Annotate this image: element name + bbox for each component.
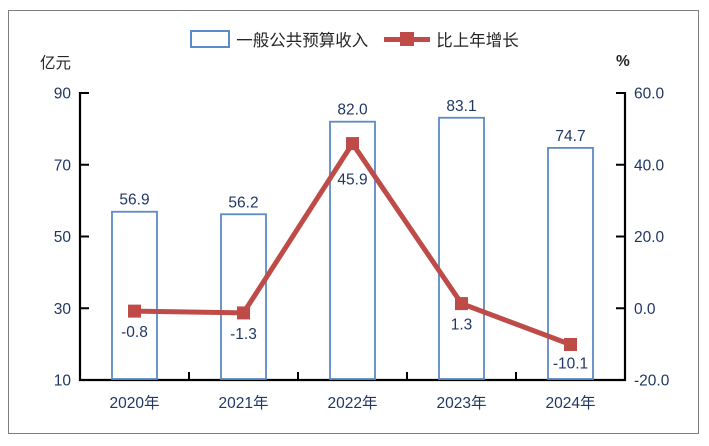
legend-bar-swatch	[190, 30, 231, 48]
line-value-label: -1.3	[230, 326, 257, 343]
left-axis-tick-label: 50	[54, 229, 72, 246]
legend-line-swatch	[384, 32, 431, 46]
legend-line-marker	[400, 32, 415, 46]
right-axis-tick-label: 20.0	[634, 229, 665, 246]
left-axis-tick-label: 90	[54, 86, 72, 103]
right-axis-tick-label: 60.0	[634, 86, 665, 103]
line-marker-2022年	[346, 137, 359, 151]
right-axis-tick-label: 0.0	[634, 301, 656, 318]
line-value-label: 45.9	[337, 172, 367, 189]
right-axis-tick-label: -20.0	[634, 373, 670, 390]
left-axis-unit: 亿元	[40, 55, 72, 72]
legend: 一般公共预算收入 比上年增长	[0, 27, 709, 51]
left-axis-tick-label: 10	[54, 373, 72, 390]
line-value-label: -0.8	[121, 324, 148, 341]
right-axis-tick-label: 40.0	[634, 157, 665, 174]
bar-value-label: 56.2	[228, 194, 258, 211]
bar-value-label: 82.0	[337, 102, 368, 119]
line-marker-2021年	[237, 306, 250, 320]
bar-value-label: 83.1	[446, 98, 476, 115]
axes-group: 10 30 50 70 90 -20.0 0.0 20.0 40.0 60.0 2020年 2021年…	[54, 86, 670, 413]
bar-2021年	[220, 213, 267, 380]
x-axis-category-label: 2021年	[219, 394, 269, 412]
x-axis-category-label: 2020年	[110, 394, 160, 412]
legend-bar-label: 一般公共预算收入	[236, 32, 369, 50]
legend-line-label: 比上年增长	[436, 32, 519, 50]
right-axis-unit: %	[616, 53, 630, 70]
x-axis-category-label: 2023年	[437, 394, 487, 412]
legend-item-bar: 一般公共预算收入	[236, 27, 368, 51]
line-marker-2020年	[128, 304, 141, 318]
x-axis-category-label: 2022年	[328, 394, 378, 412]
line-value-label: -10.1	[553, 355, 588, 372]
line-marker-2024年	[564, 337, 577, 351]
bar-value-label: 56.9	[119, 192, 149, 209]
left-axis-tick-label: 70	[54, 157, 72, 174]
line-group: -0.8 -1.3 45.9 1.3 -10.1	[121, 137, 588, 372]
bar-value-label: 74.7	[555, 128, 585, 145]
line-marker-2023年	[455, 297, 468, 311]
bar-2022年	[329, 120, 376, 380]
left-axis-tick-label: 30	[54, 301, 72, 318]
line-value-label: 1.3	[451, 317, 473, 334]
legend-item-line: 比上年增长	[436, 27, 519, 51]
bar-2023年	[438, 116, 485, 380]
x-axis-category-label: 2024年	[546, 394, 596, 412]
bar-2020年	[111, 210, 158, 380]
